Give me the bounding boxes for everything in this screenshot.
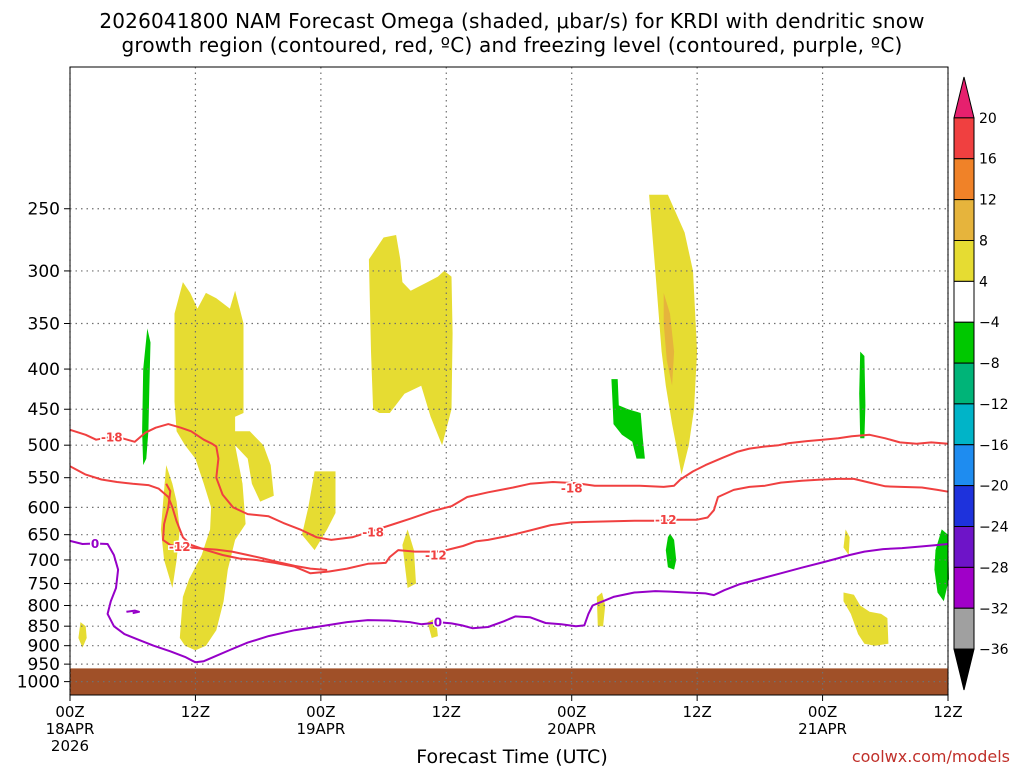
x-tick-label: 12Z bbox=[181, 703, 210, 721]
contour-line bbox=[69, 423, 949, 541]
x-tick-label: 12Z bbox=[933, 703, 962, 721]
contour-line bbox=[162, 483, 328, 571]
colorbar-label: −32 bbox=[979, 601, 1009, 617]
omega-region bbox=[142, 328, 151, 466]
colorbar-swatch bbox=[953, 76, 975, 119]
chart-title-line1: 2026041800 NAM Forecast Omega (shaded, μ… bbox=[99, 9, 925, 33]
omega-region bbox=[596, 592, 606, 627]
colorbar-label: −36 bbox=[979, 642, 1009, 658]
source-credit: coolwx.com/models bbox=[851, 747, 1010, 766]
colorbar-swatch bbox=[953, 566, 975, 609]
colorbar-label: −12 bbox=[979, 397, 1009, 413]
contour-label: -18 bbox=[561, 482, 583, 496]
colorbar-label: 12 bbox=[979, 193, 997, 209]
omega-region bbox=[649, 194, 698, 475]
omega-region bbox=[934, 529, 949, 602]
omega-region bbox=[174, 282, 274, 651]
contour-line bbox=[69, 465, 949, 575]
colorbar-label: 4 bbox=[979, 274, 988, 290]
y-tick-label: 400 bbox=[28, 360, 60, 380]
contour-label: 0 bbox=[434, 616, 442, 630]
colorbar-swatch bbox=[953, 199, 975, 241]
x-tick-label: 19APR bbox=[296, 720, 345, 738]
ground-surface bbox=[70, 668, 948, 695]
colorbar-swatch bbox=[953, 362, 975, 405]
colorbar-swatch bbox=[953, 526, 975, 568]
contour-label: -12 bbox=[425, 549, 447, 563]
contour-line bbox=[126, 609, 140, 615]
colorbar-swatch bbox=[953, 321, 975, 364]
contour-label: -12 bbox=[169, 540, 191, 554]
y-tick-label: 300 bbox=[28, 262, 60, 282]
x-tick-label: 00Z bbox=[808, 703, 837, 721]
x-tick-label: 18APR bbox=[46, 720, 95, 738]
omega-region bbox=[611, 379, 645, 459]
colorbar-label: −4 bbox=[979, 315, 1000, 331]
omega-region bbox=[402, 529, 416, 588]
colorbar-label: 8 bbox=[979, 233, 988, 249]
omega-region bbox=[665, 533, 677, 570]
x-tick-label: 2026 bbox=[51, 737, 89, 755]
x-tick-label: 00Z bbox=[55, 703, 84, 721]
colorbar-swatch bbox=[953, 117, 975, 160]
colorbar-label: −8 bbox=[979, 356, 1000, 372]
contour-label: 0 bbox=[91, 537, 99, 551]
y-axis-ticks: 2503003504004505005506006507007508008509… bbox=[17, 200, 70, 693]
omega-region bbox=[302, 471, 336, 551]
contour-label: -12 bbox=[655, 513, 677, 527]
colorbar-label: −16 bbox=[979, 438, 1009, 454]
colorbar-swatch bbox=[953, 485, 975, 528]
colorbar-swatch bbox=[953, 648, 975, 691]
contour-line bbox=[69, 539, 949, 664]
x-tick-label: 00Z bbox=[306, 703, 335, 721]
y-tick-label: 950 bbox=[28, 655, 60, 675]
y-tick-label: 350 bbox=[28, 315, 60, 335]
x-tick-label: 21APR bbox=[798, 720, 847, 738]
colorbar-swatch bbox=[953, 444, 975, 487]
y-tick-label: 450 bbox=[28, 400, 60, 420]
contour-label: -18 bbox=[101, 430, 123, 444]
y-tick-label: 650 bbox=[28, 526, 60, 546]
contour-label: -18 bbox=[362, 526, 384, 540]
y-tick-label: 850 bbox=[28, 617, 60, 637]
colorbar-label: 16 bbox=[979, 152, 997, 168]
colorbar-swatch bbox=[953, 403, 975, 446]
omega-shading bbox=[78, 194, 949, 651]
y-tick-label: 700 bbox=[28, 551, 60, 571]
colorbar-label: −20 bbox=[979, 479, 1009, 495]
y-tick-label: 800 bbox=[28, 597, 60, 617]
y-tick-label: 250 bbox=[28, 200, 60, 220]
contour-lines: -18 -18 -18 -12 -12 -12 0 0 bbox=[69, 67, 949, 695]
x-axis-title: Forecast Time (UTC) bbox=[416, 746, 608, 768]
omega-region bbox=[368, 235, 453, 446]
colorbar: 20 16 12 8 4 −4 −8 −12 −16 −20 −24 −28 −32 −36 bbox=[953, 76, 1009, 691]
y-tick-label: 900 bbox=[28, 637, 60, 657]
omega-region bbox=[843, 529, 850, 555]
x-tick-label: 20APR bbox=[547, 720, 596, 738]
colorbar-swatch bbox=[953, 239, 975, 282]
x-tick-label: 00Z bbox=[557, 703, 586, 721]
y-tick-label: 550 bbox=[28, 469, 60, 489]
omega-region bbox=[859, 351, 866, 439]
colorbar-label: −28 bbox=[979, 560, 1009, 576]
omega-region bbox=[843, 592, 889, 646]
y-tick-label: 1000 bbox=[17, 673, 60, 693]
x-tick-label: 12Z bbox=[682, 703, 711, 721]
colorbar-swatch bbox=[953, 280, 975, 323]
y-tick-label: 600 bbox=[28, 498, 60, 518]
omega-region bbox=[78, 622, 87, 648]
omega-region bbox=[663, 292, 675, 386]
plot-frame bbox=[69, 66, 949, 696]
colorbar-label: −24 bbox=[979, 520, 1009, 536]
colorbar-label: 20 bbox=[979, 111, 997, 127]
x-tick-label: 12Z bbox=[432, 703, 461, 721]
colorbar-swatch bbox=[953, 158, 975, 201]
y-tick-label: 750 bbox=[28, 574, 60, 594]
colorbar-swatch bbox=[953, 607, 975, 650]
chart-title-line2: growth region (contoured, red, ºC) and f… bbox=[121, 33, 903, 57]
y-tick-label: 500 bbox=[28, 436, 60, 456]
